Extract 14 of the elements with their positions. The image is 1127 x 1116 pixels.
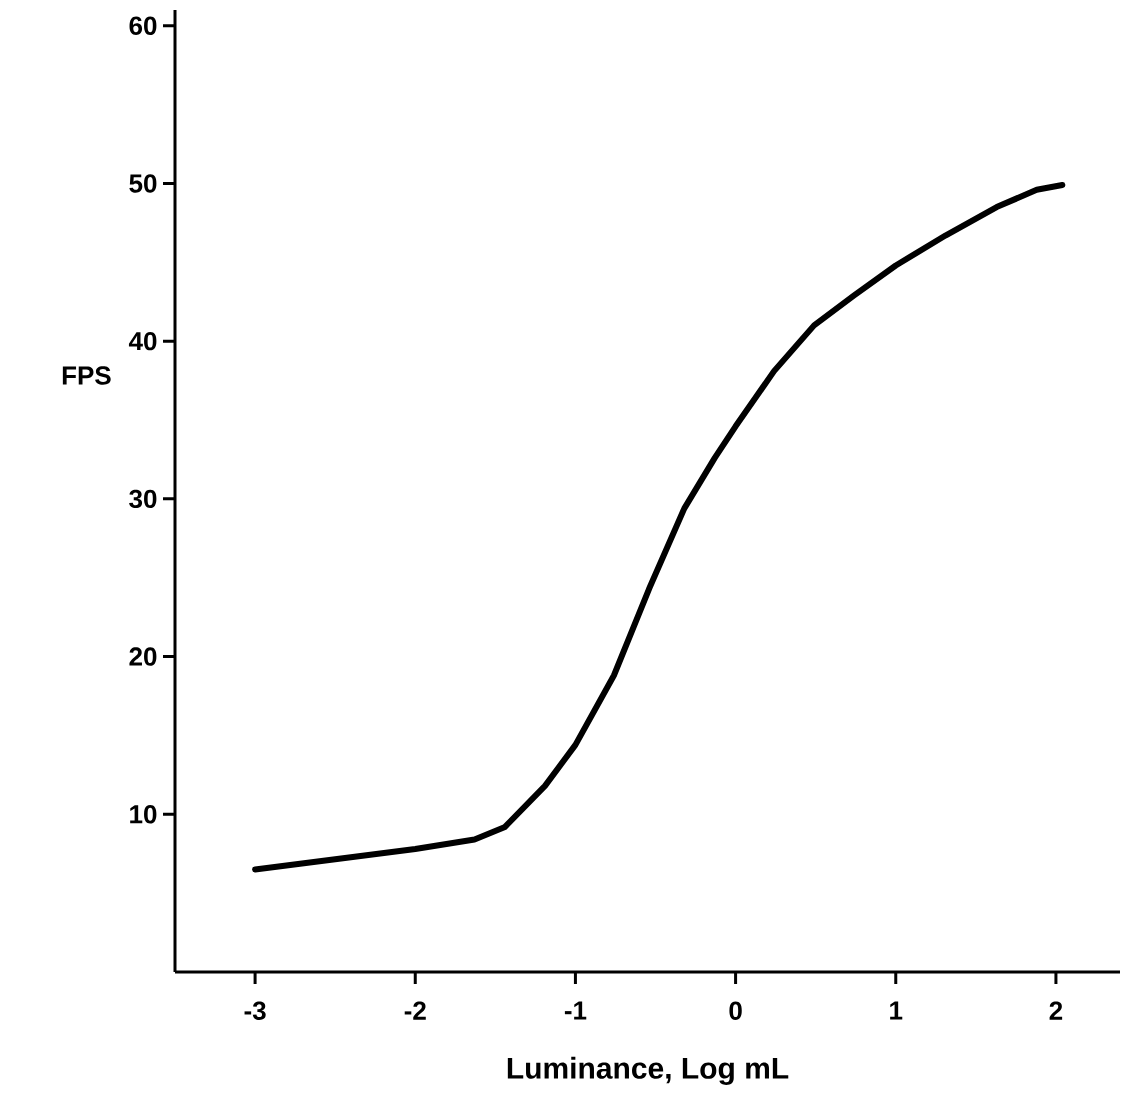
x-tick-label: -2: [404, 1001, 426, 1020]
x-tick-label: -1: [564, 1001, 587, 1020]
y-tick-label: 50: [129, 174, 157, 193]
y-axis-title: FPS: [62, 366, 111, 385]
y-tick-label: 60: [129, 16, 157, 35]
x-axis-title: Luminance, Log mL: [507, 1056, 789, 1085]
x-tick-label: 1: [890, 1001, 903, 1020]
x-tick-label: 2: [1049, 1001, 1063, 1020]
y-tick-label: 20: [129, 647, 157, 666]
y-tick-label: 40: [128, 331, 157, 351]
x-tick-label: 0: [729, 1001, 742, 1020]
y-tick-label: 10: [130, 805, 157, 824]
x-tick-label: -3: [244, 1001, 266, 1020]
y-tick-label: 30: [129, 489, 157, 509]
